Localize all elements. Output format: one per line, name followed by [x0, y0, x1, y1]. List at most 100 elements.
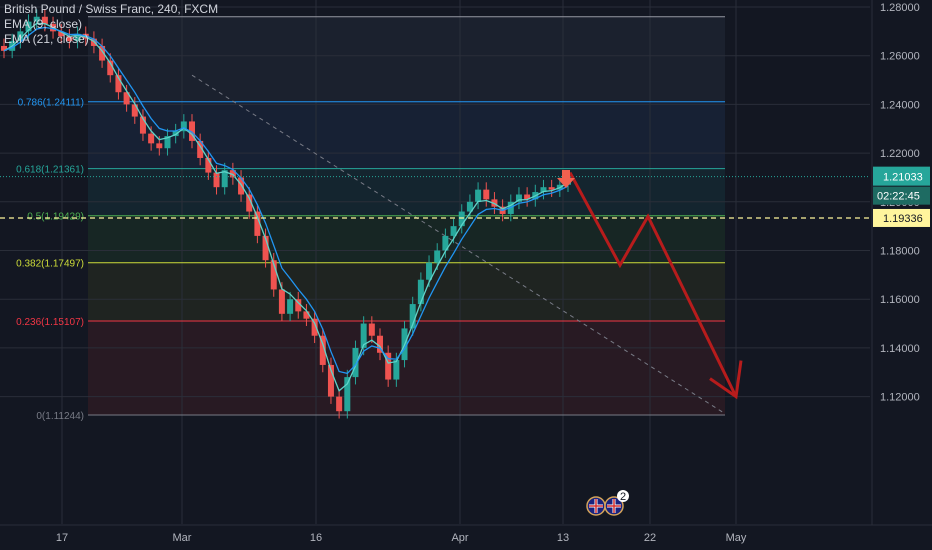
countdown-label: 02:22:45 — [877, 191, 920, 203]
price-tick-label: 1.18000 — [880, 246, 920, 258]
price-tick-label: 1.26000 — [880, 51, 920, 63]
candle-body — [417, 279, 424, 305]
candle-body — [25, 21, 32, 32]
candle-body — [41, 16, 48, 25]
down-arrow-head — [557, 178, 575, 188]
candle-body — [213, 172, 220, 188]
candle-body — [33, 16, 40, 22]
candle-body — [548, 187, 555, 190]
candle-body — [229, 170, 236, 178]
candle-body — [205, 157, 212, 173]
price-tick-label: 1.24000 — [880, 99, 920, 111]
candle-body — [74, 33, 81, 42]
candle-body — [344, 377, 351, 412]
event-icons[interactable]: 2 — [586, 490, 629, 516]
fib-level-label: 0.618(1.21361) — [16, 165, 84, 176]
candle-body — [238, 177, 245, 195]
grid-lines — [0, 0, 870, 524]
ema-21-label[interactable]: EMA (21, close) — [4, 32, 89, 46]
candle-body — [123, 92, 130, 105]
event-count-badge — [617, 490, 629, 502]
candle-body — [189, 121, 195, 141]
candle-body — [58, 31, 65, 37]
candle-body — [221, 170, 228, 188]
candle-body — [246, 194, 253, 212]
candle-body — [164, 136, 171, 149]
price-tick-label: 1.28000 — [880, 2, 920, 14]
fib-level-label: 0.5(1.19429) — [27, 212, 84, 223]
candle-body — [336, 396, 343, 412]
candle-body — [17, 31, 24, 42]
time-tick-label: 17 — [56, 532, 68, 544]
candle-body — [385, 352, 392, 380]
candle-body — [270, 260, 277, 290]
candle-body — [1, 45, 7, 51]
candle-body — [442, 235, 449, 251]
candle-body — [254, 211, 261, 236]
candle-body — [139, 116, 146, 134]
candle-body — [319, 335, 326, 365]
candle-body — [156, 143, 163, 149]
symbol-title[interactable]: British Pound / Swiss Franc, 240, FXCM — [4, 2, 219, 16]
candle-body — [262, 235, 269, 261]
time-tick-label: Apr — [451, 532, 468, 544]
candle-body — [524, 194, 531, 200]
down-arrow-stem — [562, 170, 570, 178]
candle-body — [475, 189, 482, 202]
candle-body — [131, 104, 138, 117]
fib-level-label: 0.236(1.15107) — [16, 317, 84, 328]
candle-body — [352, 347, 359, 378]
candle-body — [295, 299, 302, 312]
fib-retracement[interactable]: 0.786(1.24111) 0.618(1.21361) 0.5(1.19429)… — [16, 16, 725, 422]
fib-level-label: 0.382(1.17497) — [16, 259, 84, 270]
candle-body — [172, 131, 179, 137]
candle-body — [327, 364, 334, 397]
fib-level-label: 0.786(1.24111) — [18, 98, 84, 109]
candle-body — [287, 299, 294, 314]
candle-body — [303, 311, 310, 319]
dashed-level-label: 1.19336 — [883, 213, 923, 225]
dashed-level-tag — [873, 208, 930, 227]
fib-zone — [88, 168, 725, 216]
candle-body — [107, 60, 114, 76]
candle-body — [515, 194, 522, 202]
price-tick-label: 1.16000 — [880, 294, 920, 306]
ema-9-line — [3, 22, 569, 392]
candle-body — [426, 262, 433, 280]
candle-body — [466, 201, 473, 212]
time-tick-label: May — [726, 532, 747, 544]
time-tick-label: 22 — [644, 532, 656, 544]
fib-zone — [88, 215, 725, 263]
price-axis[interactable]: 1.280001.260001.240001.220001.200001.180… — [871, 0, 932, 550]
current-price-label: 1.21033 — [883, 172, 923, 184]
candle-body — [409, 304, 416, 329]
ema-9-label[interactable]: EMA (9, close) — [4, 17, 83, 31]
candle-body — [540, 187, 547, 193]
red-down-arrow-icon — [557, 170, 575, 188]
candle-body — [393, 360, 400, 380]
current-price-tag — [873, 166, 930, 186]
event-count-label: 2 — [620, 491, 626, 503]
price-tick-label: 1.22000 — [880, 148, 920, 160]
candle-body — [311, 318, 318, 336]
candle-body — [434, 250, 441, 263]
price-axis-background — [872, 0, 932, 550]
candle-body — [458, 211, 465, 227]
fib-zone-top — [88, 16, 725, 102]
price-tick-label: 1.14000 — [880, 343, 920, 355]
time-axis[interactable]: 17 Mar 16 Apr 13 22 May — [0, 524, 932, 544]
projection-path[interactable] — [568, 171, 738, 398]
chart-legend: British Pound / Swiss Franc, 240, FXCM E… — [4, 2, 218, 47]
candle-body — [197, 140, 204, 158]
ema-21-line — [3, 26, 569, 375]
candle-body — [368, 323, 375, 336]
fib-level-label: 0(1.11244) — [36, 411, 84, 422]
time-tick-label: Mar — [173, 532, 192, 544]
price-tags: 1.21033 02:22:45 1.19336 — [873, 166, 930, 227]
candle-body — [483, 189, 490, 200]
candle-body — [450, 226, 457, 236]
candle-body — [148, 133, 155, 144]
candle-body — [180, 121, 187, 132]
projection-arrowhead — [709, 360, 743, 400]
